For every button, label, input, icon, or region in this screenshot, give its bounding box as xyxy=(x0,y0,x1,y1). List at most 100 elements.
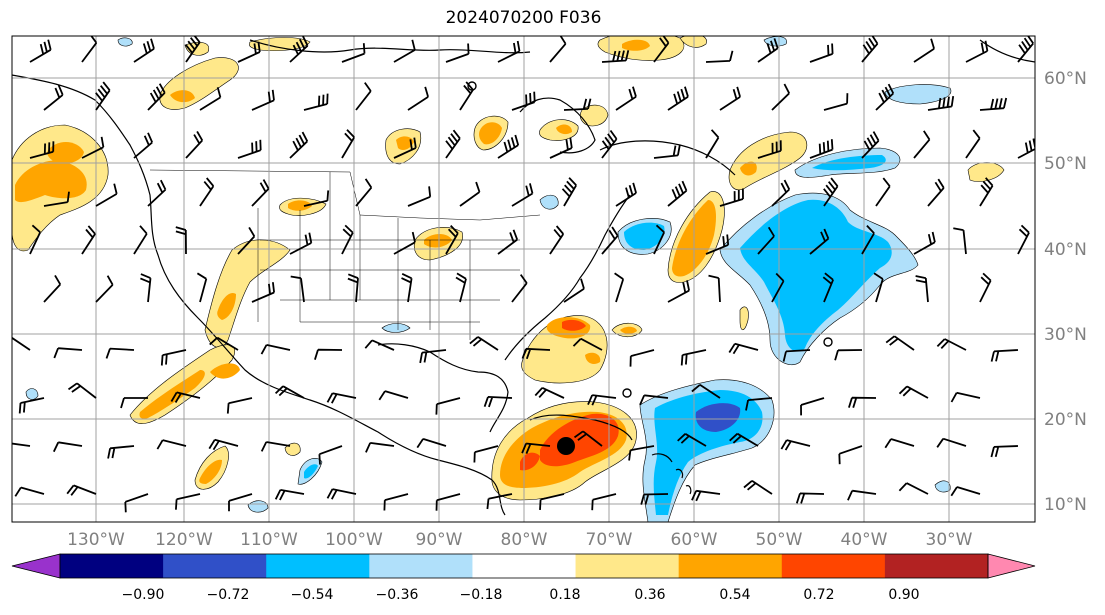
colorbar-segment xyxy=(678,554,783,578)
wind-barb xyxy=(12,442,31,447)
wind-barb xyxy=(771,272,785,303)
wind-barb xyxy=(629,349,655,367)
wind-barb xyxy=(95,183,118,207)
wind-barb xyxy=(653,36,670,63)
wind-barb xyxy=(497,40,521,63)
wind-barb xyxy=(199,87,222,111)
wind-barb xyxy=(435,493,461,511)
wind-barb xyxy=(175,226,187,255)
wind-barb xyxy=(341,129,355,159)
colorbar-segment xyxy=(369,554,473,578)
wind-barb xyxy=(12,336,31,351)
wind-barb xyxy=(67,382,97,399)
wind-barb xyxy=(561,177,577,207)
longitude-label: 80°W xyxy=(501,530,548,550)
wind-barb xyxy=(757,38,779,63)
wind-barb xyxy=(950,486,981,497)
wind-barb xyxy=(185,130,204,159)
wind-barb xyxy=(364,339,395,351)
wind-barb xyxy=(979,177,994,207)
colorbar-tick-label: 0.18 xyxy=(549,587,580,603)
wind-barb xyxy=(539,493,565,510)
wind-barb xyxy=(936,338,967,351)
wind-barb xyxy=(435,397,461,415)
wind-barb xyxy=(549,137,573,159)
wind-barb xyxy=(303,93,329,111)
wind-barb xyxy=(445,43,470,63)
wind-barb xyxy=(719,86,741,111)
wind-barb xyxy=(884,438,915,449)
wind-barb xyxy=(861,131,880,159)
colorbar-segment xyxy=(266,554,370,578)
wind-barb xyxy=(728,342,759,355)
wind-barb xyxy=(898,482,929,495)
wind-barb xyxy=(124,493,149,513)
wind-barb xyxy=(757,140,782,159)
wind-barb xyxy=(628,445,655,461)
latitude-label: 40°N xyxy=(1044,240,1087,260)
wind-barb xyxy=(873,272,884,303)
wind-barb xyxy=(615,86,637,111)
wind-barb xyxy=(29,39,52,63)
wind-barb xyxy=(549,225,565,255)
colorbar-segment xyxy=(575,554,680,578)
longitude-label: 90°W xyxy=(416,530,463,550)
wind-barb xyxy=(226,397,253,414)
wind-barb xyxy=(521,442,551,454)
wind-barb xyxy=(29,224,42,255)
longitude-label: 130°W xyxy=(67,530,125,550)
wind-barb xyxy=(140,273,152,303)
wind-barb xyxy=(563,278,585,303)
wind-barb xyxy=(875,83,895,111)
wind-barb xyxy=(486,493,513,510)
wind-barb xyxy=(228,493,253,512)
wind-barb xyxy=(861,36,879,63)
wind-barb xyxy=(81,136,105,159)
wind-barb xyxy=(757,226,775,255)
wind-barb xyxy=(303,190,330,207)
wind-barb xyxy=(979,97,1008,111)
wind-barb xyxy=(401,272,413,303)
wind-barb xyxy=(745,397,773,411)
wind-barb xyxy=(290,275,305,303)
wind-barb xyxy=(29,141,55,159)
wind-barb xyxy=(237,139,262,159)
wind-barb xyxy=(378,390,409,401)
colorbar-frame xyxy=(59,553,989,579)
longitude-label: 40°W xyxy=(841,530,888,550)
wind-barb xyxy=(885,335,915,351)
latitude-label: 60°N xyxy=(1044,69,1087,89)
longitude-label: 100°W xyxy=(325,530,383,550)
wind-barb xyxy=(927,95,955,111)
wind-barb xyxy=(274,385,305,399)
wind-barb xyxy=(383,493,409,511)
wind-barb xyxy=(251,179,270,207)
wind-barb xyxy=(314,348,343,360)
wind-barb xyxy=(639,394,669,406)
wind-barb xyxy=(133,38,155,63)
wind-barb xyxy=(416,438,447,449)
low-center-marker xyxy=(622,388,632,398)
wind-barb xyxy=(407,86,429,111)
map-title: 2024070200 F036 xyxy=(445,8,602,28)
wind-barb xyxy=(326,392,357,404)
anomaly-shading xyxy=(12,36,1005,522)
wind-barb xyxy=(587,394,617,406)
wind-barb xyxy=(653,224,666,255)
wind-barb xyxy=(601,50,630,63)
wind-barb xyxy=(667,280,690,303)
wind-barb xyxy=(407,186,432,207)
wind-barb xyxy=(355,82,372,111)
colorbar-tick-label: 0.36 xyxy=(634,587,665,603)
wind-barb xyxy=(52,441,83,453)
wind-barb xyxy=(838,445,863,465)
wind-barb xyxy=(573,430,603,447)
wind-barb xyxy=(459,181,481,207)
colorbar-segment xyxy=(60,554,164,578)
wind-barb xyxy=(809,139,834,159)
wind-barb xyxy=(347,273,359,303)
wind-barb xyxy=(771,83,790,111)
wind-barb xyxy=(640,493,669,505)
storm-center-marker xyxy=(557,437,575,455)
longitude-label: 50°W xyxy=(756,530,803,550)
